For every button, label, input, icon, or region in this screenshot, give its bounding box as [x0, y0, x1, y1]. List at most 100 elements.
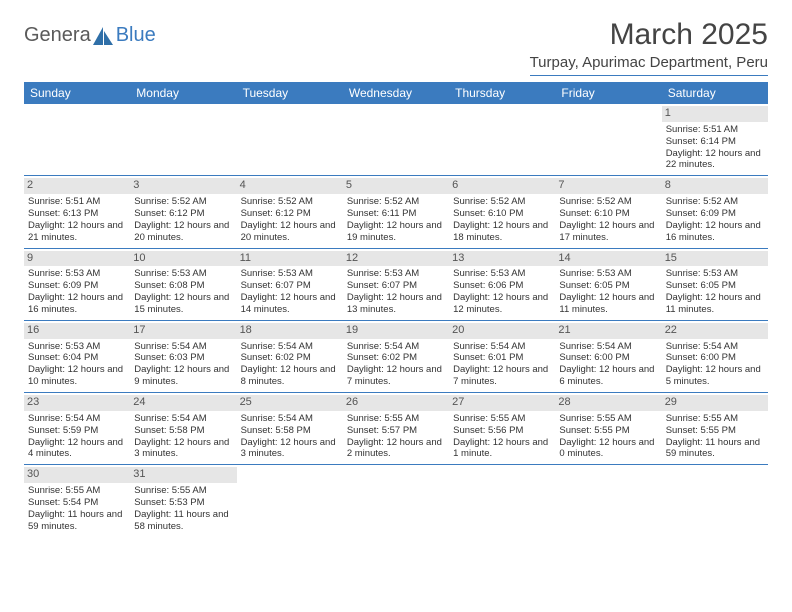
sunrise-line: Sunrise: 5:54 AM [134, 341, 232, 353]
sunrise-line: Sunrise: 5:53 AM [134, 268, 232, 280]
sunrise-line: Sunrise: 5:54 AM [453, 341, 551, 353]
day-number: 27 [449, 395, 555, 411]
daylight-line: Daylight: 12 hours and 16 minutes. [28, 292, 126, 316]
sunset-line: Sunset: 6:00 PM [559, 352, 657, 364]
day-number: 31 [130, 467, 236, 483]
sunset-line: Sunset: 6:02 PM [241, 352, 339, 364]
day-header: Tuesday [237, 82, 343, 104]
sunset-line: Sunset: 6:10 PM [559, 208, 657, 220]
calendar-day-cell: 14Sunrise: 5:53 AMSunset: 6:05 PMDayligh… [555, 248, 661, 320]
sunrise-line: Sunrise: 5:55 AM [559, 413, 657, 425]
daylight-line: Daylight: 12 hours and 15 minutes. [134, 292, 232, 316]
calendar-week-row: 9Sunrise: 5:53 AMSunset: 6:09 PMDaylight… [24, 248, 768, 320]
day-number: 2 [24, 178, 130, 194]
calendar-day-cell: 26Sunrise: 5:55 AMSunset: 5:57 PMDayligh… [343, 393, 449, 465]
calendar-empty-cell [662, 465, 768, 537]
day-number: 14 [555, 251, 661, 267]
calendar-day-cell: 17Sunrise: 5:54 AMSunset: 6:03 PMDayligh… [130, 320, 236, 392]
daylight-line: Daylight: 12 hours and 16 minutes. [666, 220, 764, 244]
calendar-week-row: 2Sunrise: 5:51 AMSunset: 6:13 PMDaylight… [24, 176, 768, 248]
sunset-line: Sunset: 6:07 PM [241, 280, 339, 292]
day-header: Sunday [24, 82, 130, 104]
sunrise-line: Sunrise: 5:53 AM [28, 268, 126, 280]
day-number: 13 [449, 251, 555, 267]
sunset-line: Sunset: 6:08 PM [134, 280, 232, 292]
day-number: 30 [24, 467, 130, 483]
calendar-week-row: 30 Sunrise: 5:55 AMSunset: 5:54 PM Dayligh… [24, 465, 768, 537]
day-number: 24 [130, 395, 236, 411]
daylight-line: Daylight: 12 hours and 9 minutes. [134, 364, 232, 388]
daylight-line: Daylight: 12 hours and 20 minutes. [241, 220, 339, 244]
day-number: 15 [662, 251, 768, 267]
sunrise-line: Sunrise: 5:53 AM [241, 268, 339, 280]
day-number: 25 [237, 395, 343, 411]
title-block: March 2025 Turpay, Apurimac Department, … [530, 18, 768, 76]
title-divider [530, 75, 768, 76]
sunset-line: Sunset: 6:02 PM [347, 352, 445, 364]
header: Genera Blue March 2025 Turpay, Apurimac … [24, 18, 768, 76]
daylight-line: Daylight: 12 hours and 3 minutes. [241, 437, 339, 461]
daylight-line: Daylight: 12 hours and 2 minutes. [347, 437, 445, 461]
calendar-empty-cell [24, 104, 130, 176]
sunset-line: Sunset: 5:54 PM [28, 497, 126, 509]
sunrise-line: Sunrise: 5:52 AM [134, 196, 232, 208]
sunset-line: Sunset: 6:14 PM [666, 136, 764, 148]
day-number: 22 [662, 323, 768, 339]
sunrise-line: Sunrise: 5:55 AM [28, 485, 126, 497]
day-number: 29 [662, 395, 768, 411]
calendar-day-cell: 18Sunrise: 5:54 AMSunset: 6:02 PMDayligh… [237, 320, 343, 392]
day-number: 20 [449, 323, 555, 339]
daylight-line: Daylight: 12 hours and 11 minutes. [666, 292, 764, 316]
calendar-day-cell: 11Sunrise: 5:53 AMSunset: 6:07 PMDayligh… [237, 248, 343, 320]
sunset-line: Sunset: 6:05 PM [666, 280, 764, 292]
sunset-line: Sunset: 5:58 PM [241, 425, 339, 437]
sunset-line: Sunset: 6:04 PM [28, 352, 126, 364]
day-number: 17 [130, 323, 236, 339]
calendar-day-cell: 20Sunrise: 5:54 AMSunset: 6:01 PMDayligh… [449, 320, 555, 392]
sunrise-line: Sunrise: 5:54 AM [347, 341, 445, 353]
sunrise-line: Sunrise: 5:55 AM [347, 413, 445, 425]
sunset-line: Sunset: 6:00 PM [666, 352, 764, 364]
day-number: 8 [662, 178, 768, 194]
calendar-day-cell: 30Sunrise: 5:55 AMSunset: 5:54 PMDayligh… [24, 465, 130, 537]
daylight-line: Daylight: 12 hours and 21 minutes. [28, 220, 126, 244]
sunrise-line: Sunrise: 5:54 AM [241, 413, 339, 425]
sunrise-line: Sunrise: 5:51 AM [666, 124, 764, 136]
calendar-day-cell: 13Sunrise: 5:53 AMSunset: 6:06 PMDayligh… [449, 248, 555, 320]
daylight-line: Daylight: 11 hours and 59 minutes. [666, 437, 764, 461]
sunset-line: Sunset: 5:59 PM [28, 425, 126, 437]
day-header: Thursday [449, 82, 555, 104]
calendar-empty-cell [237, 104, 343, 176]
calendar-day-cell: 3Sunrise: 5:52 AMSunset: 6:12 PMDaylight… [130, 176, 236, 248]
sunset-line: Sunset: 6:09 PM [28, 280, 126, 292]
calendar-empty-cell [237, 465, 343, 537]
calendar-day-cell: 28Sunrise: 5:55 AMSunset: 5:55 PMDayligh… [555, 393, 661, 465]
day-number: 12 [343, 251, 449, 267]
day-number: 5 [343, 178, 449, 194]
day-number: 21 [555, 323, 661, 339]
daylight-line: Daylight: 12 hours and 20 minutes. [134, 220, 232, 244]
daylight-line: Daylight: 11 hours and 58 minutes. [134, 509, 232, 533]
day-header: Friday [555, 82, 661, 104]
calendar-day-cell: 6Sunrise: 5:52 AMSunset: 6:10 PMDaylight… [449, 176, 555, 248]
sunset-line: Sunset: 6:09 PM [666, 208, 764, 220]
daylight-line: Daylight: 12 hours and 12 minutes. [453, 292, 551, 316]
daylight-line: Daylight: 12 hours and 5 minutes. [666, 364, 764, 388]
day-header: Saturday [662, 82, 768, 104]
calendar-day-cell: 7Sunrise: 5:52 AMSunset: 6:10 PMDaylight… [555, 176, 661, 248]
calendar-empty-cell [343, 104, 449, 176]
daylight-line: Daylight: 12 hours and 18 minutes. [453, 220, 551, 244]
sunrise-line: Sunrise: 5:54 AM [134, 413, 232, 425]
calendar-body: 1Sunrise: 5:51 AMSunset: 6:14 PMDaylight… [24, 104, 768, 537]
day-number: 11 [237, 251, 343, 267]
daylight-line: Daylight: 12 hours and 19 minutes. [347, 220, 445, 244]
daylight-line: Daylight: 12 hours and 22 minutes. [666, 148, 764, 172]
daylight-line: Daylight: 12 hours and 3 minutes. [134, 437, 232, 461]
daylight-line: Daylight: 12 hours and 11 minutes. [559, 292, 657, 316]
sunrise-line: Sunrise: 5:52 AM [347, 196, 445, 208]
sunrise-line: Sunrise: 5:55 AM [453, 413, 551, 425]
calendar-empty-cell [555, 104, 661, 176]
sunset-line: Sunset: 6:06 PM [453, 280, 551, 292]
daylight-line: Daylight: 12 hours and 17 minutes. [559, 220, 657, 244]
sunrise-line: Sunrise: 5:52 AM [559, 196, 657, 208]
